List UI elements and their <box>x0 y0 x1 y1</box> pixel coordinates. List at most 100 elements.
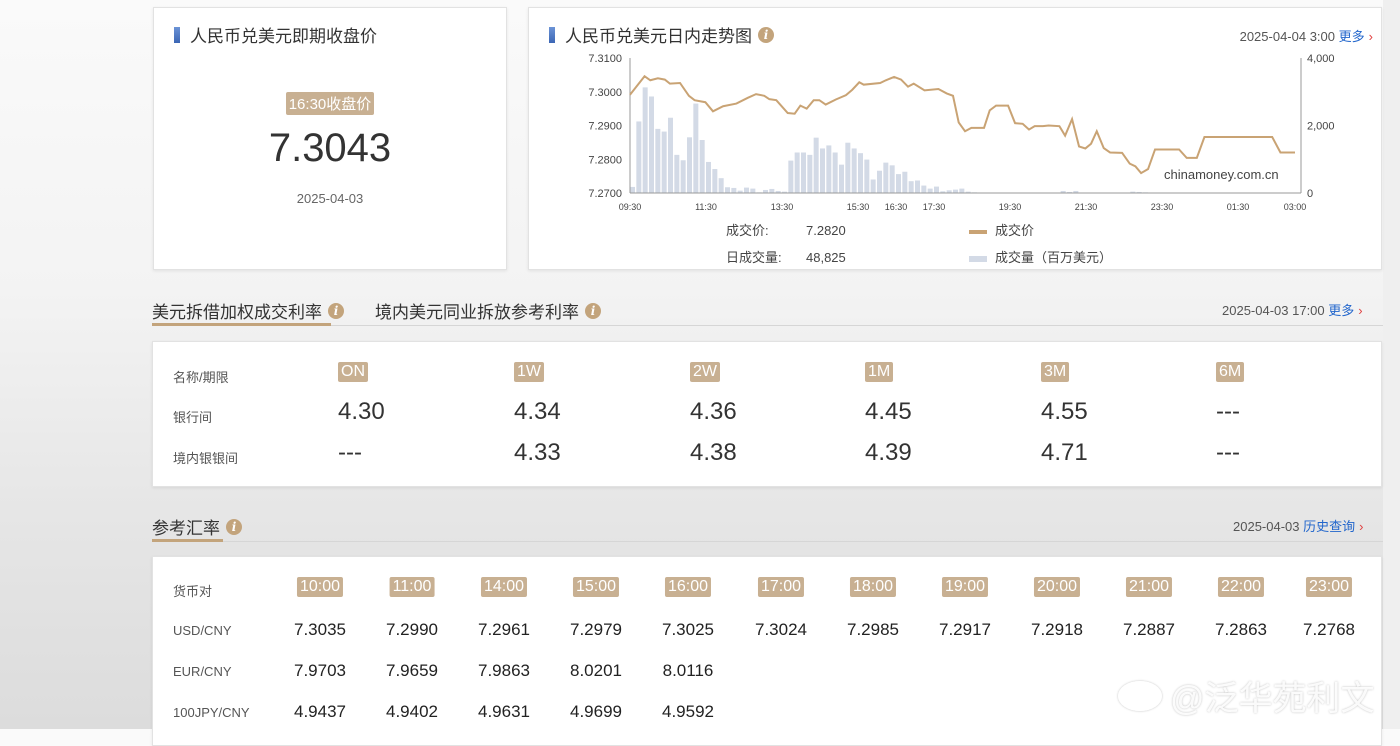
volume-bar <box>788 161 793 193</box>
rate-value: --- <box>1216 398 1240 426</box>
title-marker-icon <box>174 27 180 43</box>
fx-value: 4.9592 <box>662 702 714 722</box>
legend-line-icon <box>969 230 987 234</box>
volume-bar <box>871 180 876 194</box>
closing-time-tag: 16:30收盘价 <box>286 92 375 115</box>
history-query-link[interactable]: 历史查询 <box>1303 519 1355 534</box>
fx-value: 7.2768 <box>1303 620 1355 640</box>
volume-bar <box>731 188 736 193</box>
fx-value: 8.0116 <box>663 661 714 681</box>
volume-bar <box>896 174 901 193</box>
info-icon[interactable]: i <box>585 303 601 319</box>
x-tick-label: 16:30 <box>885 202 908 212</box>
volume-bar <box>833 153 838 194</box>
volume-value: 48,825 <box>806 250 846 265</box>
volume-bar <box>826 145 831 193</box>
row-label: 境内银银间 <box>173 448 238 467</box>
fx-value: 7.2979 <box>570 620 622 640</box>
y-right-tick-label: 2,000 <box>1307 121 1335 133</box>
volume-bar <box>681 160 686 193</box>
volume-bar <box>877 171 882 193</box>
time-tag: 11:00 <box>390 577 435 597</box>
volume-bar <box>890 165 895 193</box>
tenor-tag-2w: 2W <box>690 362 720 382</box>
volume-bar <box>902 172 907 193</box>
legend-item-price[interactable]: 成交价 <box>969 220 1112 239</box>
closing-price-value: 7.3043 <box>154 126 506 171</box>
x-tick-label: 23:30 <box>1151 202 1174 212</box>
volume-bar <box>845 143 850 193</box>
rate-value: 4.33 <box>514 439 561 467</box>
fx-value: 7.2918 <box>1031 620 1083 640</box>
price-label: 成交价: <box>726 220 806 239</box>
fx-value: 7.3024 <box>755 620 807 640</box>
volume-bar <box>674 155 679 193</box>
fx-value: 7.3035 <box>294 620 346 640</box>
info-icon[interactable]: i <box>328 303 344 319</box>
legend-item-volume[interactable]: 成交量（百万美元） <box>969 247 1112 266</box>
x-tick-label: 11:30 <box>695 202 717 212</box>
x-tick-label: 19:30 <box>999 202 1022 212</box>
x-tick-label: 01:30 <box>1227 202 1250 212</box>
tenor-tag-6m: 6M <box>1216 362 1244 382</box>
y-left-tick-label: 7.2900 <box>588 121 622 133</box>
rate-value: 4.55 <box>1041 398 1088 426</box>
rate-value: 4.30 <box>338 398 385 426</box>
volume-bar <box>795 153 800 194</box>
rate-value: 4.71 <box>1041 439 1088 467</box>
volume-bar <box>687 137 692 193</box>
volume-bar <box>655 129 660 193</box>
volume-bar <box>839 165 844 193</box>
time-tag: 15:00 <box>573 577 619 597</box>
closing-card-title: 人民币兑美元即期收盘价 <box>174 22 377 47</box>
tenor-tag-1m: 1M <box>865 362 893 382</box>
fx-value: 7.2961 <box>478 620 530 640</box>
chevron-right-icon[interactable]: › <box>1359 519 1363 534</box>
rates-more-link[interactable]: 更多 <box>1328 303 1354 318</box>
info-icon[interactable]: i <box>226 519 242 535</box>
volume-bar <box>643 87 648 193</box>
legend-bar-icon <box>969 256 987 262</box>
fx-date: 2025-04-03 <box>1233 519 1300 534</box>
volume-bar <box>959 189 964 193</box>
volume-bar <box>883 163 888 193</box>
fx-title-text: 参考汇率 <box>152 514 220 539</box>
scrollbar-track[interactable] <box>1383 0 1400 729</box>
chart-watermark: chinamoney.com.cn <box>1164 167 1279 182</box>
rates-timestamp: 2025-04-03 17:00 <box>1222 303 1325 318</box>
rate-value: 4.34 <box>514 398 561 426</box>
volume-bar <box>668 118 673 193</box>
volume-bar <box>915 181 920 193</box>
fx-value: 7.2917 <box>939 620 991 640</box>
volume-bar <box>909 181 914 193</box>
volume-bar <box>921 186 926 193</box>
closing-price-card: 人民币兑美元即期收盘价 16:30收盘价 7.3043 2025-04-03 <box>153 7 507 270</box>
price-line <box>630 76 1295 173</box>
divider <box>152 541 1383 542</box>
time-tag: 16:00 <box>665 577 711 597</box>
time-tag: 21:00 <box>1126 577 1172 597</box>
fx-value: 7.2863 <box>1215 620 1267 640</box>
y-left-tick-label: 7.3000 <box>588 87 622 99</box>
fx-value: 7.2990 <box>386 620 438 640</box>
intraday-chart: 7.27007.28007.29007.30007.310002,0004,00… <box>529 8 1383 238</box>
volume-bar <box>928 189 933 193</box>
volume-bar <box>662 132 667 193</box>
fx-value: 4.9631 <box>478 702 530 722</box>
volume-bar <box>706 162 711 193</box>
time-tag: 22:00 <box>1218 577 1264 597</box>
volume-bar <box>636 121 641 193</box>
legend-volume-label: 成交量（百万美元） <box>995 250 1112 265</box>
x-tick-label: 09:30 <box>619 202 642 212</box>
volume-bar <box>852 148 857 193</box>
volume-bar <box>769 189 774 193</box>
volume-bar <box>864 160 869 193</box>
fx-value: 7.3025 <box>662 620 714 640</box>
chevron-right-icon[interactable]: › <box>1358 303 1362 318</box>
fx-value: 7.9703 <box>294 661 346 681</box>
time-tag: 23:00 <box>1306 577 1352 597</box>
